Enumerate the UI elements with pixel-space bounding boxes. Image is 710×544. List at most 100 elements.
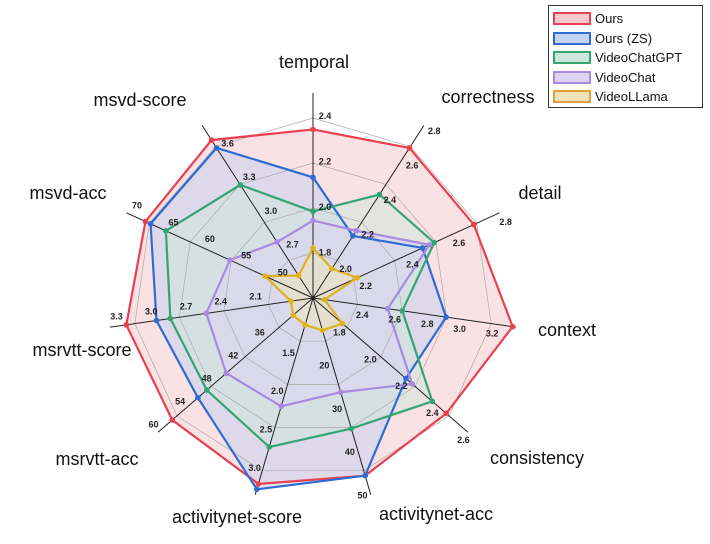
tick-label: 2.6 [406, 160, 419, 170]
series-line-2 [164, 183, 436, 449]
axis-label-msvd-score: msvd-score [93, 90, 186, 110]
data-point [153, 317, 160, 324]
tick-label: 20 [319, 361, 329, 371]
data-point [348, 425, 355, 432]
data-point [142, 218, 149, 225]
axis-line [312, 297, 516, 328]
radar-grid [134, 117, 492, 472]
tick-label: 30 [332, 404, 342, 414]
legend-swatch [553, 90, 591, 104]
data-point [310, 208, 316, 215]
tick-label: 2.2 [360, 281, 373, 291]
tick-label: 2.7 [286, 239, 299, 249]
data-point [384, 305, 391, 312]
tick-label: 36 [255, 328, 265, 338]
tick-label: 42 [228, 351, 238, 361]
axis-line [201, 125, 314, 299]
data-point [362, 472, 368, 479]
tick-label: 3.0 [248, 463, 261, 473]
data-point [163, 228, 169, 234]
legend-label: Ours (ZS) [595, 30, 653, 46]
data-point [266, 444, 273, 450]
legend-swatch [553, 31, 591, 45]
data-point [443, 410, 450, 417]
tick-label: 2.6 [457, 435, 470, 445]
data-point [254, 486, 260, 493]
data-point [223, 370, 230, 376]
axis-label-context: context [538, 320, 596, 340]
data-point [443, 314, 449, 320]
data-point [329, 265, 335, 272]
grid-ring [179, 162, 447, 428]
series-line-4 [262, 245, 360, 332]
data-point [274, 239, 280, 245]
series-fill-4 [264, 247, 358, 331]
data-point [147, 221, 154, 227]
axis-label-correctness: correctness [441, 87, 534, 107]
tick-label: 54 [175, 397, 185, 407]
data-point [255, 481, 262, 487]
legend-label: Ours [595, 11, 624, 27]
tick-label: 2.0 [364, 354, 377, 364]
data-point [262, 273, 268, 279]
data-point [295, 272, 302, 279]
axis-labels: temporal correctness detail context consiste… [29, 52, 596, 527]
data-point [339, 320, 346, 327]
tick-label: 65 [168, 217, 178, 227]
legend: Ours Ours (ZS) VideoChatGPT VideoChat VideoL… [548, 5, 703, 108]
series-lines [123, 126, 516, 493]
tick-label: 3.2 [486, 329, 499, 339]
tick-label: 50 [278, 267, 288, 277]
data-point [123, 322, 130, 328]
tick-label: 2.0 [271, 386, 284, 396]
data-point [431, 239, 438, 246]
tick-label: 3.0 [145, 306, 158, 316]
tick-label: 2.5 [260, 425, 273, 435]
tick-label: 2.4 [319, 111, 332, 121]
axis-line [312, 212, 500, 299]
data-point [403, 375, 409, 382]
data-point [350, 233, 356, 239]
data-point [406, 145, 413, 151]
tick-label: 2.0 [339, 264, 352, 274]
data-point [429, 398, 436, 405]
tick-label: 2.2 [361, 229, 374, 239]
data-point [310, 174, 316, 181]
legend-label: VideoLLama [595, 89, 668, 105]
tick-label: 3.6 [221, 139, 234, 149]
tick-label: 1.8 [319, 247, 332, 257]
series-line-3 [205, 219, 432, 408]
data-point [237, 182, 244, 188]
data-point [195, 394, 201, 401]
data-point [203, 387, 210, 393]
tick-label: 2.2 [319, 156, 332, 166]
legend-item: Ours [553, 9, 698, 29]
data-point [203, 310, 210, 317]
tick-label: 40 [345, 447, 355, 457]
tick-label: 3.3 [243, 172, 256, 182]
data-point [290, 312, 296, 319]
legend-swatch [553, 70, 591, 84]
data-point [208, 137, 215, 143]
axis-label-consistency: consistency [490, 448, 584, 468]
data-point [227, 257, 233, 263]
tick-label: 55 [241, 251, 251, 261]
tick-label: 48 [202, 374, 212, 384]
data-point [471, 221, 477, 228]
axis-label-temporal: temporal [279, 52, 349, 72]
tick-label: 2.4 [215, 296, 228, 306]
tick-label: 50 [358, 490, 368, 500]
legend-item: Ours (ZS) [553, 29, 698, 49]
legend-item: VideoChat [553, 68, 698, 88]
tick-label: 2.4 [406, 260, 419, 270]
data-point [354, 274, 361, 281]
tick-label: 2.6 [453, 238, 466, 248]
data-point [419, 245, 426, 251]
data-point [310, 126, 316, 133]
data-point [353, 227, 360, 234]
tick-label: 60 [205, 234, 215, 244]
tick-label: 2.7 [180, 301, 193, 311]
data-point [426, 241, 433, 248]
tick-label: 2.4 [384, 195, 397, 205]
